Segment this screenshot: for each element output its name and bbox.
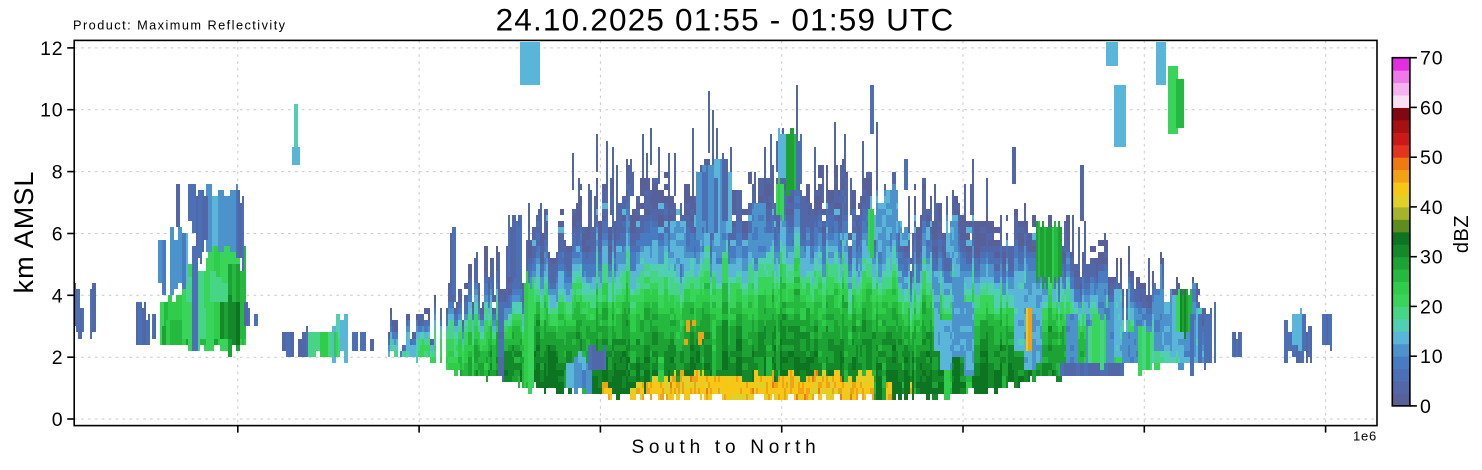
- svg-text:70: 70: [1420, 48, 1443, 70]
- svg-text:10: 10: [1420, 346, 1443, 368]
- svg-text:24.10.2025 01:55 - 01:59 UTC: 24.10.2025 01:55 - 01:59 UTC: [496, 2, 955, 38]
- svg-text:4: 4: [52, 285, 64, 307]
- svg-text:60: 60: [1420, 97, 1443, 119]
- svg-text:dBZ: dBZ: [1451, 215, 1473, 253]
- svg-text:12: 12: [40, 38, 63, 60]
- svg-text:0: 0: [52, 409, 64, 431]
- svg-text:8: 8: [52, 162, 64, 184]
- svg-text:30: 30: [1420, 247, 1443, 269]
- svg-text:0: 0: [1420, 396, 1432, 418]
- svg-text:50: 50: [1420, 147, 1443, 169]
- svg-text:Product: Maximum Reflectivity: Product: Maximum Reflectivity: [73, 18, 287, 33]
- svg-text:South to North: South to North: [631, 437, 820, 458]
- svg-text:40: 40: [1420, 197, 1443, 219]
- svg-text:km AMSL: km AMSL: [9, 171, 39, 294]
- svg-text:20: 20: [1420, 296, 1443, 318]
- svg-text:2: 2: [52, 347, 64, 369]
- svg-text:6: 6: [52, 224, 64, 246]
- svg-text:1e6: 1e6: [1353, 429, 1377, 444]
- svg-text:10: 10: [40, 100, 63, 122]
